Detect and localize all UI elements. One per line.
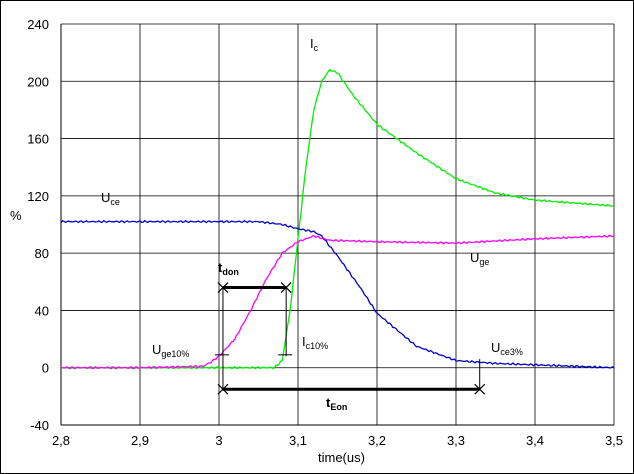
annotation-uce3: Uce3% [491,340,523,357]
annotation-tdon: tdon [218,260,239,277]
y-tick-label: -40 [30,418,49,433]
annotation-uge: Uge [470,250,489,267]
annotation-ic10: Ic10% [302,334,328,351]
annotation-uge10: Uge10% [152,342,189,359]
y-tick-label: 40 [35,303,49,318]
x-tick-label: 3,4 [526,433,544,448]
annotation-teon: tEon [326,395,347,412]
y-tick-label: 160 [27,132,49,147]
y-tick-label: 80 [35,246,49,261]
y-tick-label: 200 [27,74,49,89]
series-line-uce [60,219,615,369]
x-tick-label: 2,8 [52,433,70,448]
annotation-ic: Ic [310,36,319,53]
x-tick-label: 2,9 [131,433,149,448]
series-line-uge [60,234,615,370]
tick-labels: 2,8 2,9 3 3,1 3,2 3,3 3,4 3,5 -40 0 40 80 120 160 200 2… [27,17,623,448]
axes [60,24,614,426]
x-tick-label: 3,1 [289,433,307,448]
x-tick-label: 3,2 [368,433,386,448]
timing-markers [214,282,486,395]
y-tick-label: 240 [27,17,49,32]
x-tick-label: 3,3 [447,433,465,448]
x-axis-label: time(us) [318,450,365,465]
y-tick-label: 120 [27,189,49,204]
x-tick-label: 3 [215,433,222,448]
y-tick-label: 0 [42,361,49,376]
series-lines [60,68,615,370]
annotation-uce: Uce [101,190,120,207]
x-tick-label: 3,5 [605,433,623,448]
annotations: Ic Uce Uge tdon Uge10% Ic10% Uce3% tEon [101,36,523,412]
y-axis-label: % [10,208,22,223]
